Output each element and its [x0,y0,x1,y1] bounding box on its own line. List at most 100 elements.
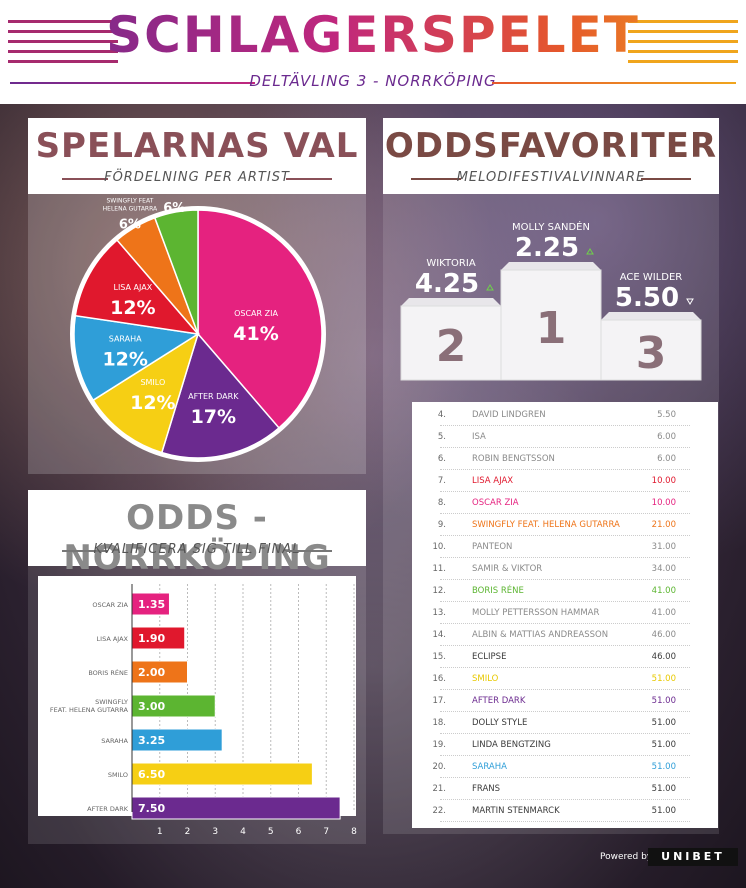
powered-by-label: Powered by: [600,852,655,862]
row-divider [440,645,690,646]
x-tick-label: 3 [212,827,218,837]
list-item: 19. LINDA BENGTZING 51.00 [412,734,718,756]
odds-bar-chart: 1 2 3 4 5 6 7 8 OSCAR ZIA 1.35 LISA AJAX 1.90 BORIS … [38,576,357,837]
pie-label: LISA AJAX 12% [110,283,155,319]
bar-category-label: AFTER DARK [87,805,129,813]
pie-slice-value: 12% [102,348,147,370]
row-divider [440,469,690,470]
pie-slice-label: HELENA GUTARRA [103,206,158,213]
bar-value-label: 3.00 [138,700,165,713]
list-item-rank: 20. [432,762,446,772]
list-item: 17. AFTER DARK 51.00 [412,690,718,712]
divider [286,550,332,552]
podium-top [501,262,601,270]
pie-slice-value: 6% [119,218,141,233]
bar-value-label: 1.35 [138,598,165,611]
list-item: 14. ALBIN & MATTIAS ANDREASSON 46.00 [412,624,718,646]
podium-name: MOLLY SANDÉN [512,220,590,233]
list-item-rank: 4. [437,410,446,420]
pie-slice-value: 17% [191,406,236,428]
x-tick-label: 1 [157,827,163,837]
list-item: 12. BORIS RÉNE 41.00 [412,580,718,602]
list-item: 18. DOLLY STYLE 51.00 [412,712,718,734]
list-item-odds: 31.00 [651,542,676,552]
header-stripes-left [8,20,118,64]
oddsfavoriter-heading: ODDSFAVORITER [384,126,718,166]
list-item-artist: FRANS [472,784,501,794]
row-divider [440,579,690,580]
list-item-odds: 46.00 [651,630,676,640]
trend-up-icon [486,284,494,291]
podium-odds: 2.25 [515,233,579,263]
list-item-odds: 41.00 [651,586,676,596]
list-item: 15. ECLIPSE 46.00 [412,646,718,668]
pie-label: BORIS RÉNE 6% [156,194,193,216]
divider [62,178,108,180]
list-item: 20. SARAHA 51.00 [412,756,718,778]
list-item-artist: SAMIR & VIKTOR [472,564,543,574]
list-item-rank: 15. [432,652,446,662]
list-item-artist: ROBIN BENGTSSON [472,454,555,464]
list-item-odds: 51.00 [651,696,676,706]
list-item: 10. PANTEON 31.00 [412,536,718,558]
list-item: 16. SMILO 51.00 [412,668,718,690]
row-divider [440,711,690,712]
pie-slice-value: 12% [130,392,175,414]
list-item-artist: ISA [472,432,486,442]
list-item-artist: PANTEON [472,542,513,552]
pie-slice-label: BORIS RÉNE [156,194,193,196]
pie-slice [153,209,199,335]
list-item: 22. MARTIN STENMARCK 51.00 [412,800,718,822]
list-item-artist: MOLLY PETTERSSON HAMMAR [472,608,600,618]
x-tick-label: 6 [296,827,302,837]
pie-slice [74,239,200,336]
pie-slice-label: SWINGFLY FEAT [107,198,154,205]
list-item-odds: 46.00 [651,652,676,662]
row-divider [440,425,690,426]
odds-norrkoping-heading: ODDS - NORRKÖPING [63,498,331,578]
pie-label: OSCAR ZIA 41% [233,309,278,345]
list-item-rank: 14. [432,630,446,640]
odds-norrkoping-subheading: KVALIFICERA SIG TILL FINAL [93,542,301,557]
row-divider [440,667,690,668]
pie-slice [73,314,201,402]
list-item: 21. FRANS 51.00 [412,778,718,800]
row-divider [440,777,690,778]
podium-block [400,305,502,381]
pie-slice-label: AFTER DARK [188,392,239,401]
pie-label: SMILO 12% [130,378,175,414]
subtitle-line-right [492,82,736,84]
odds-list: 4. DAVID LINDGREN 5.50 5. ISA 6.00 6. ROBIN BEN… [412,402,718,828]
row-divider [440,535,690,536]
list-item-artist: ECLIPSE [472,652,507,662]
podium-top [601,312,701,320]
list-item: 11. SAMIR & VIKTOR 34.00 [412,558,718,580]
divider [62,550,108,552]
pie-slice [92,332,200,454]
page-subtitle: DELTÄVLING 3 - NORRKÖPING [249,72,497,90]
x-tick-label: 7 [323,827,329,837]
x-tick-label: 4 [240,827,246,837]
list-item-rank: 17. [432,696,446,706]
list-item-rank: 18. [432,718,446,728]
list-item-rank: 7. [437,476,446,486]
row-divider [440,689,690,690]
list-item-rank: 22. [432,806,446,816]
bar-category-label: SWINGFLY [95,698,128,706]
pie-slice-value: 12% [110,297,155,319]
spelarnas-val-subheading: FÖRDELNING PER ARTIST [104,170,290,185]
trend-up-icon [586,248,594,255]
pie-slice-label: SMILO [140,378,165,387]
list-item-odds: 10.00 [651,476,676,486]
list-item-odds: 51.00 [651,806,676,816]
pie-slice [160,332,281,459]
list-item-rank: 12. [432,586,446,596]
podium-odds: 4.25 [415,269,479,299]
list-item-rank: 16. [432,674,446,684]
bar-category-label: FEAT. HELENA GUTARRA [50,706,129,714]
podium-name: ACE WILDER [620,272,683,283]
list-item-artist: DOLLY STYLE [472,718,528,728]
unibet-logo[interactable]: UNIBET [648,848,738,866]
list-item: 8. OSCAR ZIA 10.00 [412,492,718,514]
